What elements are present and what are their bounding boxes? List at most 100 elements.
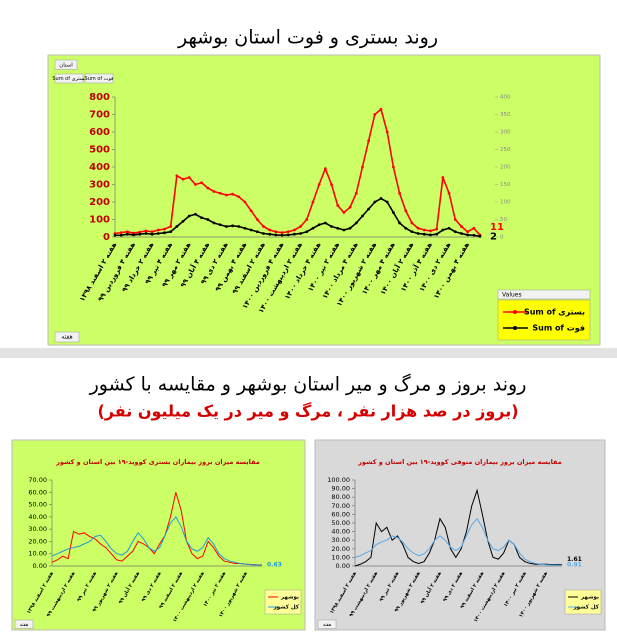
point: [249, 228, 253, 232]
point: [317, 223, 321, 227]
point: [460, 232, 463, 235]
point: [187, 214, 191, 218]
point: [472, 233, 476, 237]
point: [243, 226, 247, 230]
point: [398, 221, 401, 225]
point: [311, 200, 315, 204]
point: [268, 228, 272, 232]
point: [163, 227, 166, 231]
chart-title: روند بستری و فوت استان بوشهر: [177, 27, 438, 49]
y-tick-label: 0.00: [336, 562, 350, 570]
y-tick-label: 200: [89, 197, 110, 208]
field-button[interactable]: [317, 619, 337, 629]
point: [144, 232, 148, 235]
point: [280, 233, 284, 237]
point: [243, 200, 247, 204]
point: [379, 107, 383, 111]
point: [354, 191, 358, 195]
field-button[interactable]: [54, 331, 80, 343]
point: [342, 228, 346, 232]
y-tick-label: 20.00: [331, 545, 350, 553]
y-tick-label: 60.00: [331, 510, 350, 518]
point: [367, 139, 371, 143]
series-line: [354, 488, 563, 567]
section-title: روند بروز و مرگ و میر استان بوشهر و مقای…: [89, 374, 527, 396]
y-tick-label: 600: [89, 127, 110, 138]
point: [385, 130, 389, 134]
point: [447, 191, 451, 195]
y-tick-label: 100.00: [327, 476, 350, 484]
y-tick-label: 50.00: [28, 501, 47, 509]
field-button-label[interactable]: هفته: [20, 623, 29, 628]
point: [305, 218, 309, 221]
field-button-label[interactable]: Sum of بستری: [52, 76, 85, 82]
field-button-label[interactable]: Sum of فوت: [85, 76, 115, 82]
point: [268, 232, 272, 236]
y-tick-label: 400: [89, 162, 110, 173]
y2-tick-label: 300: [500, 130, 511, 136]
point: [305, 230, 309, 234]
point: [447, 226, 451, 230]
point: [125, 232, 129, 236]
point: [323, 167, 327, 171]
point: [132, 233, 135, 237]
point: [286, 230, 290, 234]
chart-title: مقایسه میزان بروز بیماران متوفی کووید-۱۹…: [357, 458, 561, 466]
point: [323, 221, 327, 225]
y-tick-label: 500: [89, 145, 110, 156]
field-button-label[interactable]: هفته: [323, 623, 332, 628]
y-tick-label: 60.00: [28, 488, 47, 496]
end-label: 2: [490, 231, 497, 242]
point: [336, 226, 340, 230]
point: [181, 219, 185, 223]
point: [410, 221, 414, 225]
y-tick-label: 90.00: [331, 485, 350, 493]
point: [280, 231, 284, 235]
point: [144, 229, 148, 233]
point: [224, 193, 228, 197]
point: [453, 218, 457, 221]
field-button[interactable]: [84, 73, 114, 84]
legend-label: کل کشور: [573, 604, 600, 611]
point: [125, 230, 129, 234]
field-button[interactable]: [14, 619, 34, 629]
point: [286, 233, 290, 237]
end-label: 0.63: [267, 562, 282, 569]
point: [187, 176, 191, 179]
field-button-label[interactable]: استان: [59, 62, 73, 68]
point: [435, 227, 439, 231]
y-tick-label: 100: [89, 215, 110, 226]
y2-tick-label: 350: [500, 112, 511, 118]
point: [212, 190, 216, 193]
field-button[interactable]: [54, 73, 84, 84]
y-tick-label: 0.00: [33, 562, 47, 570]
y2-tick-label: 250: [500, 147, 511, 153]
y-tick-label: 10.00: [331, 553, 350, 561]
series-line: [51, 515, 263, 566]
point: [453, 230, 457, 234]
point: [422, 228, 426, 232]
y2-tick-label: 0: [500, 235, 504, 241]
point: [472, 226, 476, 230]
point: [367, 207, 371, 211]
y2-tick-label: 400: [500, 95, 511, 101]
point: [218, 223, 222, 227]
point: [231, 192, 234, 196]
legend-label: Sum of فوت: [532, 324, 585, 333]
point: [169, 230, 173, 234]
series-line: [354, 517, 563, 566]
point: [466, 233, 470, 237]
field-button[interactable]: [54, 59, 78, 70]
point: [348, 226, 352, 230]
point: [181, 177, 185, 181]
point: [138, 232, 142, 236]
point: [330, 225, 333, 228]
point: [422, 232, 426, 236]
point: [138, 230, 142, 234]
point: [342, 211, 346, 214]
y2-tick-label: 150: [500, 182, 511, 188]
chart-area: [314, 439, 606, 631]
y-tick-label: 40.00: [28, 513, 47, 521]
field-button-label[interactable]: هفته: [61, 334, 72, 341]
